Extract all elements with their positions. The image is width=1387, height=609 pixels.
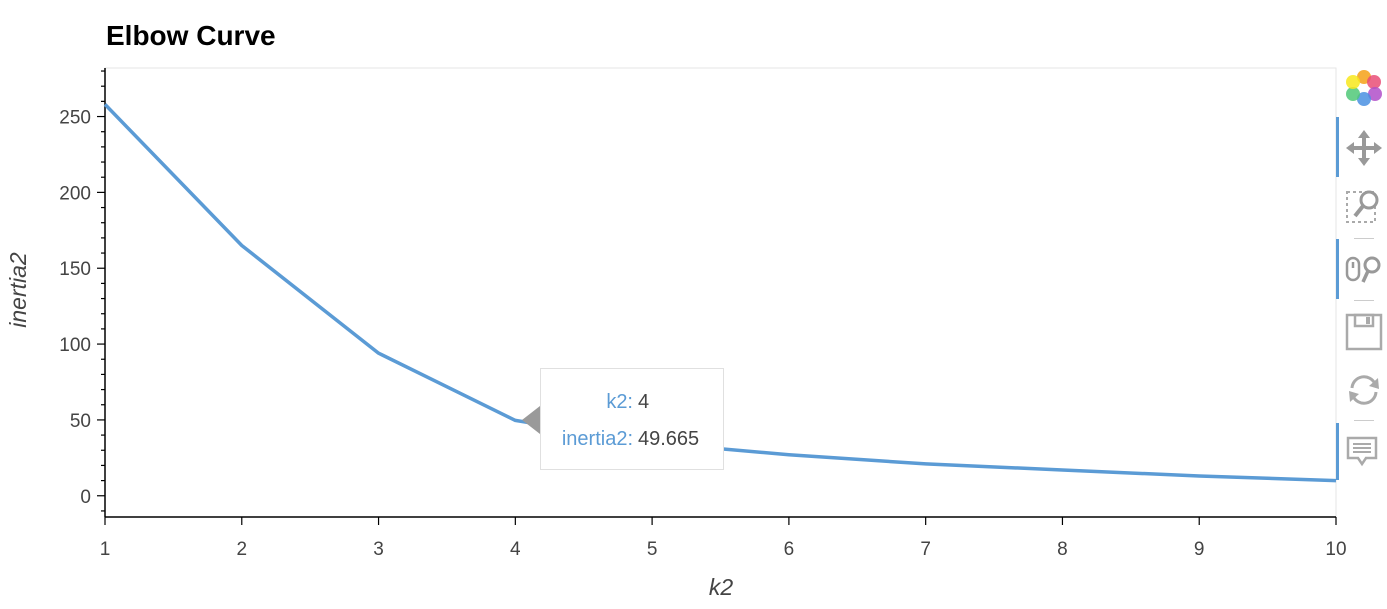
x-tick-label: 3 [373,539,384,560]
toolbar-separator [1354,238,1374,239]
x-tick-label: 4 [510,539,521,560]
y-axis-label: inertia2 [5,252,31,328]
y-tick-label: 150 [59,259,91,280]
y-tick-label: 200 [59,183,91,204]
tooltip-k-label: k2: [606,391,633,413]
y-tick-label: 50 [70,411,91,432]
save-icon[interactable] [1344,312,1384,352]
x-tick-label: 7 [920,539,931,560]
tooltip-inertia-label: inertia2: [561,428,633,450]
y-tick-label: 100 [59,335,91,356]
y-axis: 0 50 100 150 200 250 [59,68,106,517]
box-zoom-icon[interactable] [1344,186,1384,226]
x-tick-label: 2 [236,539,247,560]
pan-active-indicator [1336,117,1339,177]
wheel-zoom-active-indicator [1336,239,1339,299]
plot-toolbar [1336,60,1387,480]
x-tick-label: 6 [784,539,795,560]
hover-active-indicator [1336,423,1339,480]
y-tick-label: 250 [59,108,91,129]
y-tick-label: 0 [80,487,91,508]
x-axis: 1 2 3 4 5 6 7 8 9 10 [100,516,1347,560]
x-tick-label: 1 [100,539,111,560]
bokeh-logo-icon[interactable] [1344,68,1384,108]
toolbar-separator [1354,300,1374,301]
tooltip-inertia-value: 49.665 [638,428,700,450]
tooltip-arrow [522,406,540,434]
pan-icon[interactable] [1344,128,1384,168]
x-tick-label: 10 [1325,539,1346,560]
reset-icon[interactable] [1344,370,1384,410]
toolbar-separator [1354,420,1374,421]
chart-title: Elbow Curve [106,20,276,51]
x-tick-label: 9 [1194,539,1205,560]
tooltip-k-value: 4 [638,391,650,413]
x-tick-label: 5 [647,539,658,560]
hover-tooltip: k2: 4 inertia2: 49.665 [540,368,724,470]
hover-icon[interactable] [1344,432,1384,472]
x-axis-label: k2 [709,574,734,600]
wheel-zoom-icon[interactable] [1344,250,1384,290]
x-tick-label: 8 [1057,539,1068,560]
